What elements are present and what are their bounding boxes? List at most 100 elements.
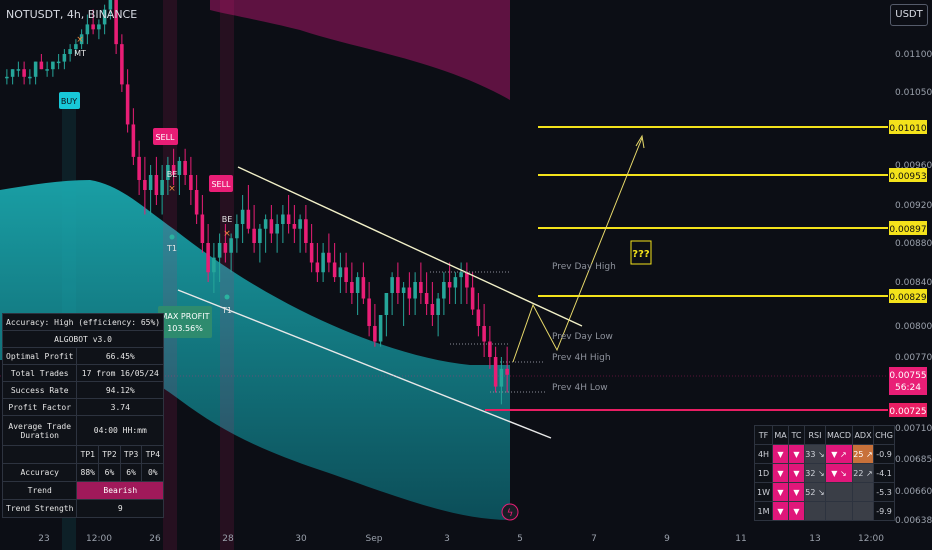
candle (200, 195, 205, 253)
candle (488, 326, 492, 369)
mtf-tc: ▼ (788, 444, 805, 464)
question-mark: ??? (632, 249, 650, 260)
mtf-rsi: 33 ↘ (804, 444, 826, 464)
candle (424, 272, 429, 315)
lightning-icon[interactable] (501, 503, 519, 521)
candle (470, 272, 475, 315)
candle (275, 214, 279, 253)
sell-signal-badge-2 (209, 175, 233, 192)
tp1-accuracy: 88% (76, 463, 100, 482)
upper-trendline[interactable] (237, 166, 583, 327)
max-profit-value: 103.56% (167, 324, 203, 333)
total-trades-label: Total Trades (1, 364, 78, 382)
mtf-ma: ▼ (772, 501, 789, 521)
candle (229, 233, 233, 273)
candle (315, 243, 320, 282)
t1-marker-1: T1 (166, 244, 177, 253)
candle (309, 224, 314, 273)
candle (74, 39, 78, 54)
multi-timeframe-table: TF MA TC RSI MACD ADX CHG 4H ▼ ▼ 33 ↘ ▼ … (754, 425, 895, 521)
candle (85, 14, 90, 45)
question-box (630, 240, 652, 265)
success-rate-value: 94.12% (76, 381, 165, 399)
mtf-adx: 22 ↗ (852, 463, 874, 483)
profit-factor-value: 3.74 (76, 398, 165, 416)
mtf-chg: -9.9 (873, 501, 895, 521)
candle (137, 140, 141, 195)
level-price-tags: 0.01010 0.00953 0.00897 0.00829 0.00755 … (889, 120, 927, 417)
mtf-header-ma: MA (772, 425, 789, 445)
candle (476, 293, 481, 337)
prev-day-low-label: Prev Day Low (552, 332, 613, 342)
candle (298, 214, 302, 253)
mtf-row-4h: 4H ▼ ▼ 33 ↘ ▼ ↗ 25 ↗ -0.9 (754, 444, 895, 464)
candle (217, 233, 222, 282)
projection-path (512, 137, 643, 363)
candle (350, 262, 354, 304)
candle (263, 214, 268, 253)
y-tick-label: 0.00710 (895, 424, 932, 434)
t1-dot-1 (169, 234, 175, 240)
mtf-rsi: 52 ↘ (804, 482, 826, 502)
stats-title: Accuracy: High (efficiency: 65%) (1, 313, 165, 331)
x-tick-label: 3 (444, 534, 450, 544)
sell-signal-badge-1 (153, 128, 178, 145)
candle (321, 243, 325, 282)
lightning-glyph: ϟ (507, 508, 514, 519)
candle (252, 205, 256, 253)
mtf-adx: 25 ↗ (852, 444, 874, 464)
candle (171, 148, 176, 185)
symbol-title[interactable]: NOTUSDT, 4h, BINANCE (6, 8, 138, 21)
x-tick-label: 28 (222, 534, 234, 544)
mtf-rsi: 32 ↘ (804, 463, 826, 483)
mtf-tf: 4H (754, 444, 773, 464)
candle (390, 272, 394, 315)
candle (235, 214, 239, 253)
currency-button[interactable]: USDT (890, 4, 928, 26)
countdown-tag: 56:24 (895, 383, 921, 393)
tp-header-blank (1, 445, 78, 464)
candle (401, 282, 406, 326)
trend-label: Trend (1, 481, 78, 500)
candle (361, 262, 366, 304)
candle (51, 61, 55, 77)
candle (131, 108, 136, 165)
mtf-adx (852, 482, 874, 502)
tp2-accuracy: 6% (98, 463, 121, 482)
prev-day-high-label: Prev Day High (552, 262, 616, 272)
candle (453, 272, 458, 304)
mtf-macd: ▼ ↗ (825, 444, 853, 464)
candle (384, 293, 389, 337)
mtf-adx (852, 501, 874, 521)
y-tick-label: 0.00960 (895, 161, 932, 171)
tp3-header: TP3 (119, 445, 143, 464)
mtf-tc: ▼ (788, 482, 805, 502)
tp1-header: TP1 (76, 445, 100, 464)
mtf-tc: ▼ (788, 501, 805, 521)
candle (344, 252, 348, 293)
y-tick-label: 0.00638 (895, 516, 932, 526)
lower-trendline[interactable] (177, 289, 552, 439)
candle (5, 69, 9, 85)
success-rate-label: Success Rate (1, 381, 78, 399)
candle (16, 61, 21, 77)
candle (120, 34, 124, 92)
sell-signal-label-2: SELL (211, 180, 231, 189)
signal-zone (163, 0, 177, 550)
y-tick-label: 0.00920 (895, 201, 932, 211)
candle (10, 69, 15, 85)
candle (442, 272, 446, 315)
buy-signal-badge (59, 92, 80, 109)
mtf-chg: -5.3 (873, 482, 895, 502)
x-tick-label: 11 (735, 534, 746, 544)
mt-marker: MT (74, 49, 86, 58)
candle (148, 165, 153, 215)
x-tick-label: Sep (366, 534, 383, 544)
signal-zone (220, 0, 234, 550)
lower-band (0, 180, 510, 520)
x-tick-label: 12:00 (86, 534, 112, 544)
candle (189, 156, 193, 205)
candle (28, 69, 32, 85)
x-tick-label: 9 (664, 534, 670, 544)
